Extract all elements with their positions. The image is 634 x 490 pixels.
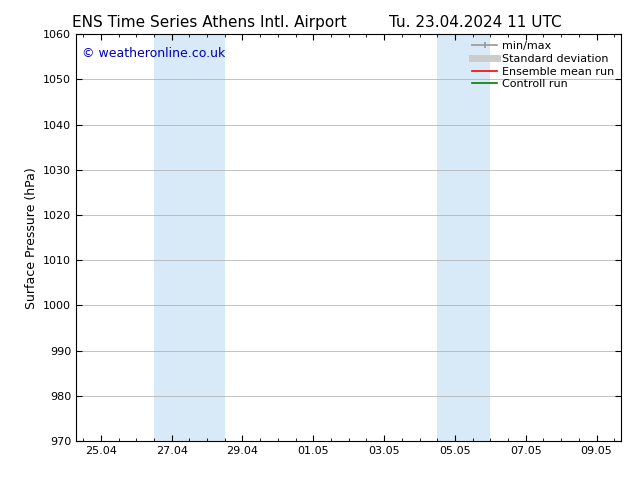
- Legend: min/max, Standard deviation, Ensemble mean run, Controll run: min/max, Standard deviation, Ensemble me…: [468, 37, 619, 94]
- Text: Tu. 23.04.2024 11 UTC: Tu. 23.04.2024 11 UTC: [389, 15, 562, 30]
- Y-axis label: Surface Pressure (hPa): Surface Pressure (hPa): [25, 167, 37, 309]
- Bar: [437, 34, 490, 441]
- Text: ENS Time Series Athens Intl. Airport: ENS Time Series Athens Intl. Airport: [72, 15, 347, 30]
- Text: © weatheronline.co.uk: © weatheronline.co.uk: [82, 47, 225, 59]
- Bar: [154, 34, 225, 441]
